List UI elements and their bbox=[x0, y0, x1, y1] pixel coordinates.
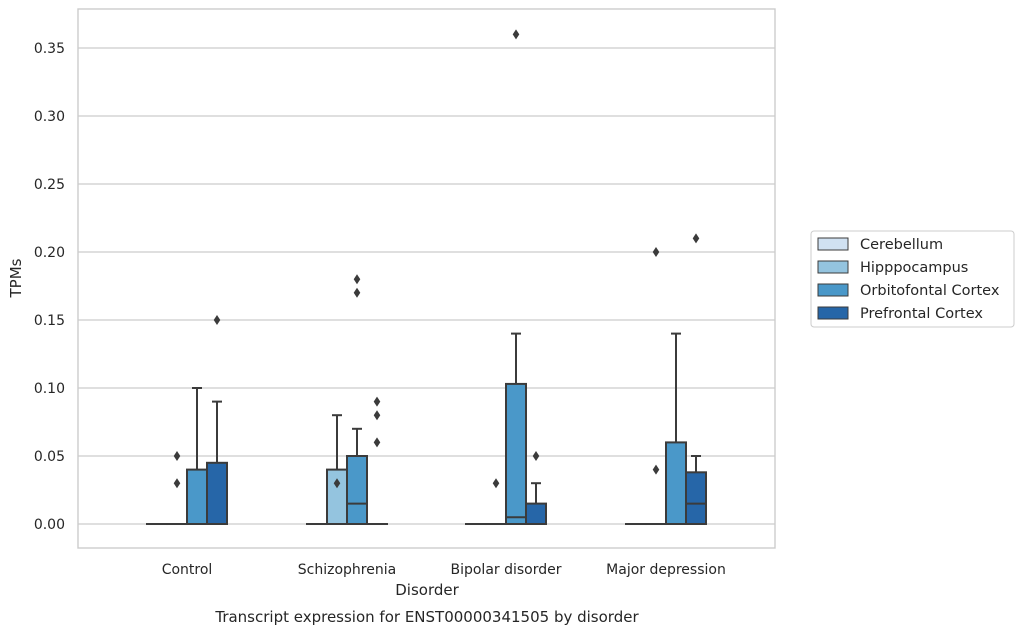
outlier-point bbox=[173, 478, 181, 489]
y-tick-label: 0.30 bbox=[34, 109, 65, 125]
y-tick-label: 0.10 bbox=[34, 381, 65, 397]
x-tick-label: Major depression bbox=[606, 562, 726, 578]
plot-frame bbox=[77, 8, 776, 549]
x-tick-label: Bipolar disorder bbox=[450, 562, 561, 578]
x-tick-labels: Control Schizophrenia Bipolar disorder Majo… bbox=[162, 562, 726, 578]
outlier-point bbox=[512, 29, 520, 40]
outlier-point bbox=[652, 247, 660, 257]
box-1-0 bbox=[166, 451, 188, 526]
legend-label: Prefrontal Cortex bbox=[860, 306, 983, 322]
box-1-2 bbox=[485, 478, 507, 526]
legend-swatch bbox=[817, 260, 849, 274]
box-rect bbox=[665, 441, 687, 525]
outlier-point bbox=[532, 451, 540, 461]
chart-caption: Transcript expression for ENST0000034150… bbox=[214, 608, 639, 626]
outlier-point bbox=[333, 478, 341, 489]
outlier-point bbox=[652, 464, 660, 475]
y-tick-label: 0.05 bbox=[34, 449, 65, 465]
box-rect bbox=[346, 455, 368, 525]
y-axis-label: TPMs bbox=[7, 258, 25, 298]
legend: Cerebellum Hipppocampus Orbitofontal Corte… bbox=[810, 230, 1015, 328]
y-tick-label: 0.20 bbox=[34, 245, 65, 261]
box-rect bbox=[326, 468, 348, 526]
outlier-point bbox=[373, 410, 381, 421]
y-tick-label: 0.25 bbox=[34, 177, 65, 193]
legend-label: Orbitofontal Cortex bbox=[860, 283, 1000, 299]
box-1-1 bbox=[326, 414, 348, 526]
legend-swatch bbox=[817, 237, 849, 251]
box-2-3 bbox=[665, 332, 687, 525]
outlier-point bbox=[492, 478, 500, 489]
box-rect bbox=[505, 382, 527, 526]
y-tick-labels: 0.00 0.05 0.10 0.15 0.20 0.25 0.30 0.35 bbox=[34, 41, 65, 533]
box-3-0 bbox=[206, 315, 228, 525]
box-1-3 bbox=[645, 247, 667, 526]
box-rect bbox=[206, 461, 228, 525]
legend-swatch bbox=[817, 283, 849, 297]
box-3-3 bbox=[685, 233, 707, 526]
box-rect bbox=[525, 502, 547, 526]
legend-label: Hipppocampus bbox=[860, 260, 968, 276]
outlier-point bbox=[373, 437, 381, 448]
outlier-point bbox=[373, 396, 381, 407]
box-3-1 bbox=[366, 396, 388, 526]
boxes bbox=[146, 29, 707, 526]
x-axis-label: Disorder bbox=[395, 581, 459, 599]
outlier-point bbox=[353, 274, 361, 285]
x-tick-label: Control bbox=[162, 562, 213, 578]
outlier-point bbox=[173, 451, 181, 461]
box-rect bbox=[685, 471, 707, 526]
box-2-2 bbox=[505, 29, 527, 526]
outlier-point bbox=[213, 315, 221, 325]
box-rect bbox=[186, 468, 208, 526]
outlier-point bbox=[353, 287, 361, 298]
y-tick-label: 0.00 bbox=[34, 517, 65, 533]
y-tick-label: 0.15 bbox=[34, 313, 65, 329]
outlier-point bbox=[692, 233, 700, 244]
box-3-2 bbox=[525, 451, 547, 526]
box-2-1 bbox=[346, 274, 368, 525]
box-2-0 bbox=[186, 387, 208, 526]
legend-label: Cerebellum bbox=[860, 237, 943, 253]
x-tick-label: Schizophrenia bbox=[298, 562, 396, 578]
legend-frame bbox=[810, 230, 1015, 328]
y-tick-label: 0.35 bbox=[34, 41, 65, 57]
legend-swatch bbox=[817, 306, 849, 320]
